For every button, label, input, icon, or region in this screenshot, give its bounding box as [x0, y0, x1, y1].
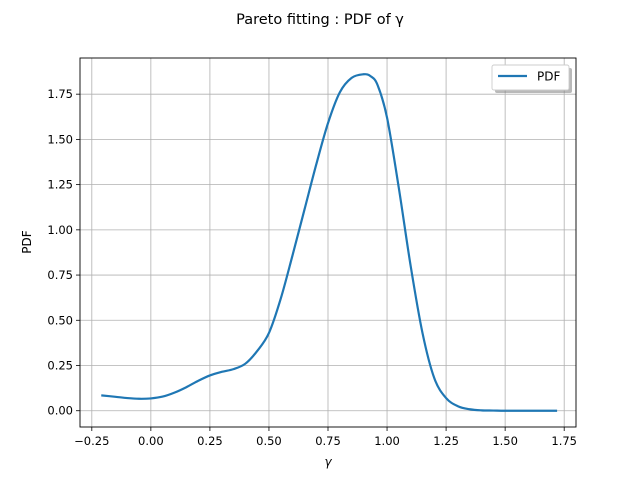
- chart-title: Pareto fitting : PDF of γ: [236, 12, 404, 28]
- x-tick-label: 0.25: [197, 434, 223, 448]
- y-tick-label: 1.00: [47, 223, 73, 237]
- x-tick-label: 1.75: [551, 434, 577, 448]
- x-axis-label: γ: [324, 455, 332, 469]
- y-tick-label: 1.75: [47, 87, 73, 101]
- x-tick-label: −0.25: [74, 434, 109, 448]
- series-line-group: [101, 73, 558, 412]
- y-tick-label: 1.50: [47, 132, 73, 146]
- x-tick-label: 0.50: [256, 434, 282, 448]
- legend: PDF: [491, 64, 572, 93]
- x-tick-label: 1.25: [433, 434, 459, 448]
- legend-label: PDF: [537, 70, 560, 84]
- x-tick-label: 1.00: [374, 434, 400, 448]
- y-tick-label: 0.50: [47, 313, 73, 327]
- y-tick-label: 0.75: [47, 268, 73, 282]
- x-ticks: −0.25 0.00 0.25 0.50 0.75 1.00 1.25 1.50 1.75: [74, 427, 577, 448]
- x-tick-label: 0.75: [315, 434, 341, 448]
- x-tick-label: 0.00: [138, 434, 164, 448]
- y-tick-label: 0.25: [47, 359, 73, 373]
- y-tick-label: 0.00: [47, 404, 73, 418]
- x-tick-label: 1.50: [492, 434, 518, 448]
- y-axis-label: PDF: [20, 230, 34, 253]
- series-line-pdf: [101, 73, 558, 412]
- y-tick-label: 1.25: [47, 178, 73, 192]
- legend-box: [491, 64, 570, 91]
- y-ticks: 0.00 0.25 0.50 0.75 1.00 1.25 1.50 1.75: [47, 87, 80, 418]
